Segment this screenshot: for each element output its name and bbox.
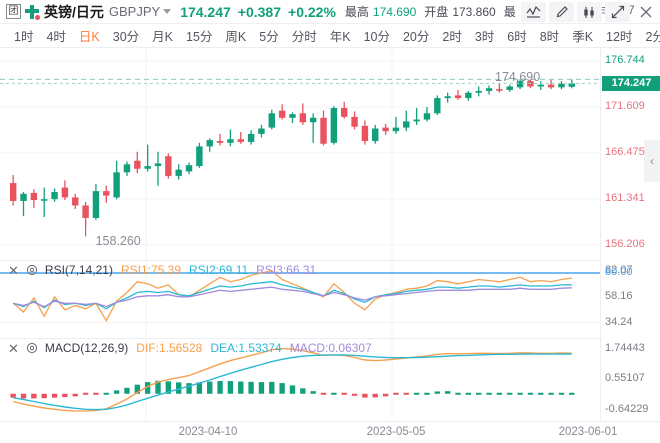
chevron-down-icon[interactable] (163, 9, 172, 14)
price-plot[interactable]: 158.260 174.690 (0, 48, 600, 260)
timeframe-12[interactable]: 2时 (442, 30, 462, 44)
price-change-percent: +0.22% (288, 3, 336, 20)
low-price-marker: 158.260 (95, 234, 141, 249)
price-change: +0.387 (237, 3, 282, 20)
timeframe-14[interactable]: 6时 (507, 30, 527, 44)
timeframe-0[interactable]: 1时 (14, 30, 34, 44)
price-chart-pane: 158.260 174.690 ‹ 176.744 171.609 166.475 1… (0, 48, 660, 260)
quote-header: 团 英镑/日元 GBPJPY 174.247 +0.387 +0.22% 最高 … (0, 0, 660, 24)
rsi-pane: ✕ RSI(7,14,21) RSI1:75.39 RSI2:69.11 RSI… (0, 260, 660, 338)
open-label: 开盘 (424, 5, 449, 19)
hidden-text-4: 7 (628, 3, 635, 17)
macd-value: MACD:0.06307 (289, 341, 372, 355)
draw-pencil-icon[interactable] (549, 2, 574, 22)
rsi-axis-label-2: 34.24 (605, 315, 633, 328)
symbol-name-cn: 英镑/日元 (44, 3, 104, 20)
dea-value: DEA:1.53374 (210, 341, 282, 355)
macd-svg (10, 338, 575, 421)
rsi3-value: RSI3:66.31 (256, 263, 317, 277)
chevron-left-icon[interactable]: ‹ (644, 140, 660, 182)
dif-value: DIF:1.56528 (136, 341, 203, 355)
rsi-level-label: 80.00 (605, 266, 633, 278)
rsi-axis-label-1: 58.16 (605, 289, 633, 302)
fullscreen-expand-icon[interactable] (605, 2, 630, 22)
gear-icon[interactable] (26, 342, 38, 354)
rsi-header: ✕ RSI(7,14,21) RSI1:75.39 RSI2:69.11 RSI… (0, 260, 324, 280)
timeframe-10[interactable]: 10分 (363, 30, 390, 44)
time-axis-label-0: 2023-04-10 (178, 426, 238, 438)
app-logo: 团 (6, 4, 21, 19)
timeframe-15[interactable]: 8时 (539, 30, 560, 44)
macd-header: ✕ MACD(12,26,9) DIF:1.56528 DEA:1.53374 … (0, 338, 380, 358)
close-icon[interactable]: ✕ (8, 340, 19, 356)
time-axis-label-1: 2023-05-05 (366, 426, 426, 438)
timeframe-2[interactable]: 日K (78, 30, 100, 44)
indicator-icon[interactable] (521, 2, 546, 22)
macd-axis-label-0: 1.74443 (605, 341, 645, 354)
high-label: 最高 (344, 5, 369, 19)
rsi-name: RSI(7,14,21) (44, 263, 113, 277)
timeframe-4[interactable]: 月K (152, 30, 173, 44)
macd-axis: 1.74443 0.55107 -0.64229 (600, 338, 660, 421)
timeframe-5[interactable]: 15分 (186, 30, 213, 44)
price-axis-label-4: 156.206 (605, 237, 645, 250)
candlestick-svg (0, 48, 600, 260)
timeframe-9[interactable]: 年K (329, 30, 351, 44)
time-axis: 2023-04-10 2023-05-05 2023-06-01 (0, 421, 660, 443)
high-price-marker: 174.690 (495, 70, 541, 85)
timeframe-bar: 1时 4时 日K 30分 月K 15分 周K 5分 分时 年K 10分 20分 2时 3时 6时 8时 季K 12… (0, 24, 660, 48)
close-icon[interactable] (633, 2, 658, 22)
timeframe-3[interactable]: 30分 (112, 30, 140, 44)
time-axis-label-2: 2023-06-01 (558, 426, 618, 438)
timeframe-1[interactable]: 4时 (46, 30, 66, 44)
timeframe-18[interactable]: 2分 (645, 30, 660, 44)
macd-name: MACD(12,26,9) (44, 341, 129, 355)
macd-axis-label-1: 0.55107 (605, 372, 645, 385)
timeframe-13[interactable]: 3时 (474, 30, 495, 44)
price-axis-label-0: 176.744 (605, 54, 645, 67)
timeframe-6[interactable]: 周K (225, 30, 247, 44)
price-axis-label-3: 161.341 (605, 191, 645, 204)
rsi-axis: 82.07 58.16 34.24 80.00 (600, 260, 660, 338)
price-axis-label-1: 171.609 (605, 99, 645, 112)
symbol-code: GBPJPY (108, 4, 161, 19)
candlestick-type-icon[interactable] (577, 2, 602, 22)
last-price: 174.247 (180, 3, 231, 20)
rsi-plot[interactable] (0, 260, 600, 338)
price-axis[interactable]: ‹ 176.744 171.609 166.475 161.341 156.206 174… (600, 48, 660, 260)
macd-pane: ✕ MACD(12,26,9) DIF:1.56528 DEA:1.53374 … (0, 338, 660, 421)
timeframe-16[interactable]: 季K (572, 30, 594, 44)
timeframe-8[interactable]: 分时 (291, 30, 317, 44)
price-axis-label-2: 166.475 (605, 145, 645, 158)
macd-plot[interactable] (0, 338, 600, 421)
rsi-axis-label-0: 82.07 (605, 263, 633, 276)
header-toolbar (518, 0, 658, 24)
timeframe-7[interactable]: 5分 (259, 30, 279, 44)
open-value: 173.860 (452, 4, 496, 19)
current-price-badge: 174.247 (602, 76, 660, 92)
rsi1-value: RSI1:75.39 (120, 263, 181, 277)
rsi-svg (0, 260, 600, 338)
high-value: 174.690 (372, 4, 417, 19)
timeframe-17[interactable]: 12时 (606, 30, 633, 44)
rsi2-value: RSI2:69.11 (189, 263, 249, 277)
close-icon[interactable]: ✕ (8, 262, 19, 278)
macd-axis-label-2: -0.64229 (605, 403, 649, 416)
gear-icon[interactable] (26, 264, 38, 276)
timeframe-11[interactable]: 20分 (402, 30, 430, 44)
low-label: 最 (503, 5, 516, 19)
swiss-flag-icon (25, 4, 40, 20)
